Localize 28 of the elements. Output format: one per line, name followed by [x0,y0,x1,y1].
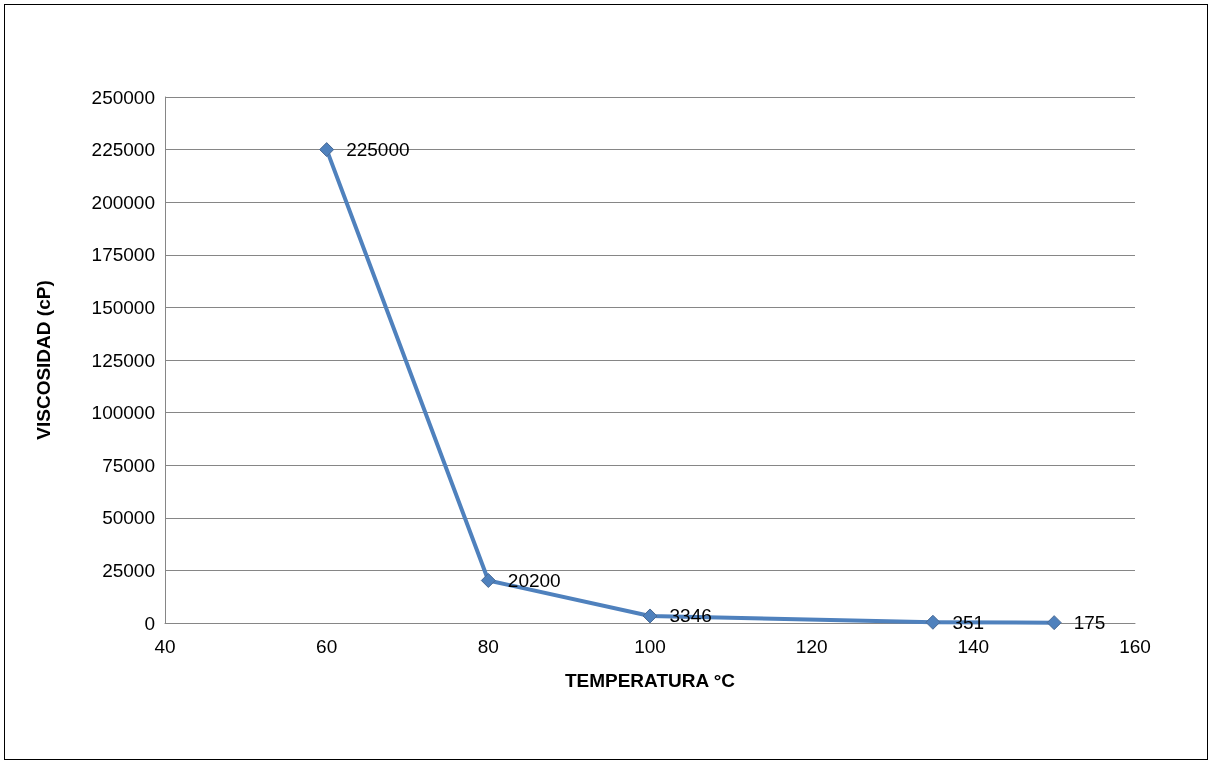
point [319,142,335,158]
y-tick-label: 125000 [91,349,155,371]
y-tick-label: 75000 [102,454,155,476]
x-tick-label: 100 [634,636,666,657]
x-tick-label: 40 [154,636,176,657]
x-tick-label: 160 [1119,636,1151,657]
point [480,573,496,588]
data-label: 175 [1073,612,1106,634]
y-tick-label: 25000 [102,559,155,581]
y-tick-label: 50000 [102,507,155,529]
x-tick-label: 120 [795,636,828,657]
data-label: 225000 [346,139,410,161]
y-tick-label: 250000 [91,86,155,108]
y-axis-title: VISCOSIDAD (cP) [33,280,54,440]
point [925,614,941,630]
point [1046,615,1062,631]
y-tick-label: 175000 [91,244,155,266]
point [642,608,658,624]
y-tick-label: 100000 [91,402,155,424]
data-label: 20200 [507,570,561,591]
x-tick-label: 80 [477,636,499,657]
x-tick-label: 140 [957,636,990,657]
y-tick-label: 0 [144,612,155,634]
x-axis-title: TEMPERATURA °C [564,670,736,691]
y-tick-label: 200000 [91,191,155,213]
x-tick-label: 60 [316,636,338,657]
y-tick-label: 225000 [91,139,155,161]
y-tick-label: 150000 [91,296,155,318]
